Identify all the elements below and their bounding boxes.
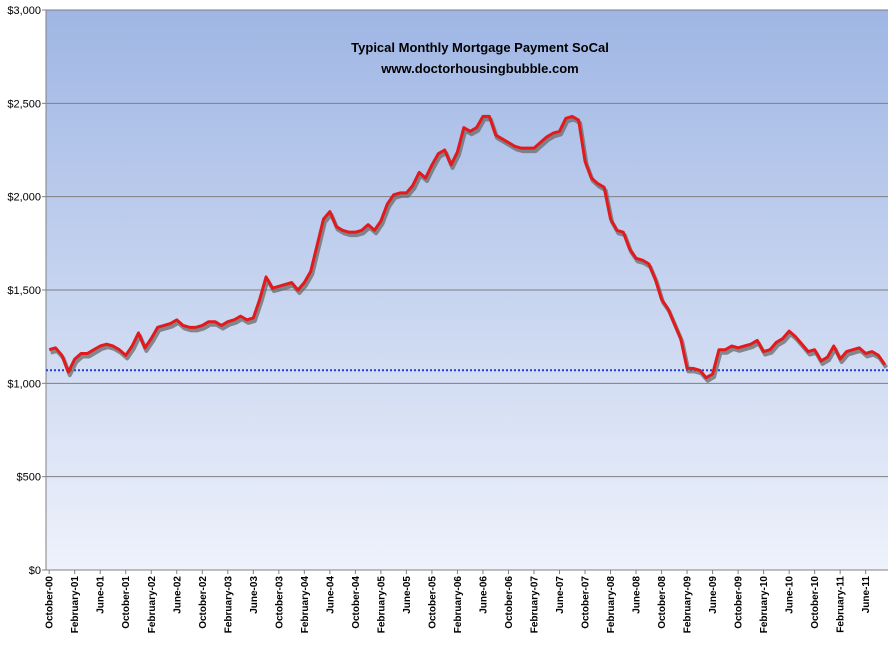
series-line-shadow: [50, 117, 888, 383]
x-tick-label: June-10: [785, 576, 796, 614]
y-tick-label: $0: [29, 565, 41, 577]
x-tick-label: February-02: [147, 576, 158, 634]
x-tick-label: February-10: [759, 576, 770, 634]
series-line: [48, 114, 887, 380]
x-tick-label: February-03: [223, 576, 234, 634]
x-tick-label: February-08: [606, 576, 617, 634]
x-tick-label: February-09: [683, 576, 694, 634]
x-tick-label: February-01: [70, 576, 81, 634]
x-tick-label: June-04: [325, 576, 336, 614]
x-tick-label: June-02: [172, 576, 183, 614]
x-tick-label: October-05: [427, 576, 438, 629]
y-tick-label: $1,000: [7, 378, 41, 390]
x-tick-label: October-06: [504, 576, 515, 629]
x-tick-label: June-08: [632, 576, 643, 614]
x-tick-label: October-08: [657, 576, 668, 629]
y-tick-label: $1,500: [7, 285, 41, 297]
x-axis: October-00 February-01 June-01 October-01 Fe…: [45, 569, 888, 634]
x-tick-label: June-11: [861, 576, 872, 614]
x-tick-label: June-07: [555, 576, 566, 614]
x-tick-label: February-04: [300, 576, 311, 634]
y-tick-label: $3,000: [7, 5, 41, 17]
x-tick-label: October-10: [810, 576, 821, 629]
x-tick-label: June-06: [478, 576, 489, 614]
x-tick-label: October-07: [581, 576, 592, 629]
x-tick-label: February-05: [376, 576, 387, 634]
x-tick-label: June-01: [96, 576, 107, 614]
x-tick-label: February-11: [836, 576, 847, 633]
chart-title: Typical Monthly Mortgage Payment SoCal: [351, 40, 609, 55]
x-tick-label: October-00: [45, 576, 56, 629]
y-tick-label: $500: [17, 472, 41, 484]
x-tick-label: February-06: [453, 576, 464, 634]
x-tick-label: June-03: [249, 576, 260, 614]
x-tick-label: October-03: [274, 576, 285, 629]
y-tick-label: $2,500: [7, 98, 41, 110]
chart-subtitle: www.doctorhousingbubble.com: [380, 61, 578, 76]
x-tick-label: February-07: [529, 576, 540, 634]
x-tick-label: June-05: [402, 576, 413, 614]
x-tick-label: June-09: [708, 576, 719, 614]
x-tick-label: October-04: [351, 576, 362, 629]
x-tick-label: October-09: [734, 576, 745, 629]
y-axis: $0 $500 $1,000 $1,500 $2,000 $2,500 $3,000: [7, 5, 47, 577]
x-tick-label: October-01: [121, 576, 132, 629]
y-tick-label: $2,000: [7, 192, 41, 204]
x-tick-label: October-02: [198, 576, 209, 629]
